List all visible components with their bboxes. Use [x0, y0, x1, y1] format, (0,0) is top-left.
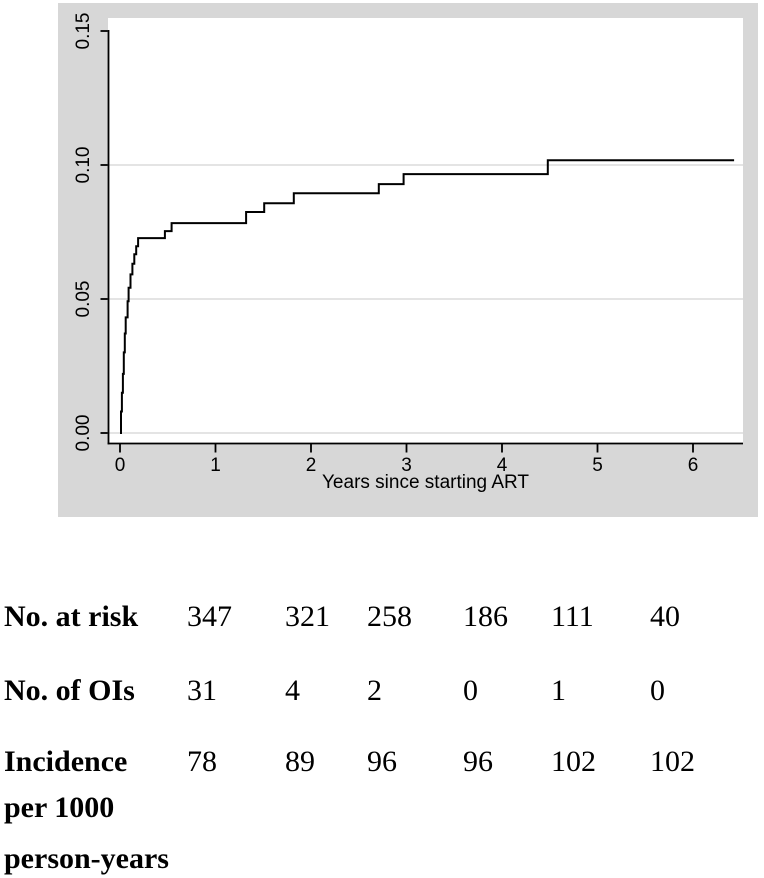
- no-of-ois-value: 0: [650, 674, 665, 707]
- y-tick-label-005: 0.05: [73, 280, 94, 318]
- no-at-risk-value: 40: [650, 600, 680, 633]
- incidence-value: 78: [187, 745, 217, 778]
- cumulative-incidence-curve: [120, 159, 735, 434]
- no-of-ois-value: 1: [551, 674, 566, 707]
- no-at-risk-value: 321: [285, 600, 330, 633]
- y-tick-marks: [100, 30, 108, 434]
- no-at-risk-value: 111: [551, 600, 594, 633]
- no-of-ois-value: 0: [463, 674, 478, 707]
- row-label-no-at-risk: No. at risk: [4, 600, 139, 633]
- plot-area: [108, 18, 743, 443]
- x-axis-title: Years since starting ART: [322, 472, 529, 493]
- x-tick-marks: [119, 444, 694, 453]
- y-tick-label-015: 0.15: [73, 12, 94, 50]
- no-at-risk-value: 347: [187, 600, 232, 633]
- x-tick-label-3: 3: [401, 455, 412, 476]
- row-label-no-of-ois: No. of OIs: [4, 674, 135, 707]
- x-tick-label-0: 0: [114, 455, 126, 476]
- y-tick-label-000: 0.00: [73, 414, 94, 452]
- x-tick-label-5: 5: [592, 455, 603, 476]
- no-at-risk-value: 186: [463, 600, 508, 633]
- survival-chart: [58, 3, 758, 517]
- y-tick-label-010: 0.10: [73, 146, 94, 184]
- no-at-risk-value: 258: [367, 600, 412, 633]
- row-label-incidence-line1: Incidence: [4, 745, 128, 778]
- x-tick-label-2: 2: [305, 455, 317, 476]
- no-of-ois-value: 31: [187, 674, 217, 707]
- no-of-ois-value: 4: [285, 674, 300, 707]
- x-tick-label-4: 4: [496, 455, 508, 476]
- horizontal-gridlines: [109, 164, 743, 434]
- incidence-value: 96: [463, 745, 493, 778]
- incidence-value: 96: [367, 745, 397, 778]
- x-tick-label-1: 1: [210, 455, 221, 476]
- x-tick-label-6: 6: [687, 455, 699, 476]
- incidence-value: 102: [551, 745, 596, 778]
- incidence-value: 89: [285, 745, 315, 778]
- row-label-incidence-line3: person-years: [4, 842, 169, 875]
- no-of-ois-value: 2: [367, 674, 382, 707]
- row-label-incidence-line2: per 1000: [4, 791, 115, 824]
- axis-lines: [107, 30, 743, 445]
- incidence-value: 102: [650, 745, 695, 778]
